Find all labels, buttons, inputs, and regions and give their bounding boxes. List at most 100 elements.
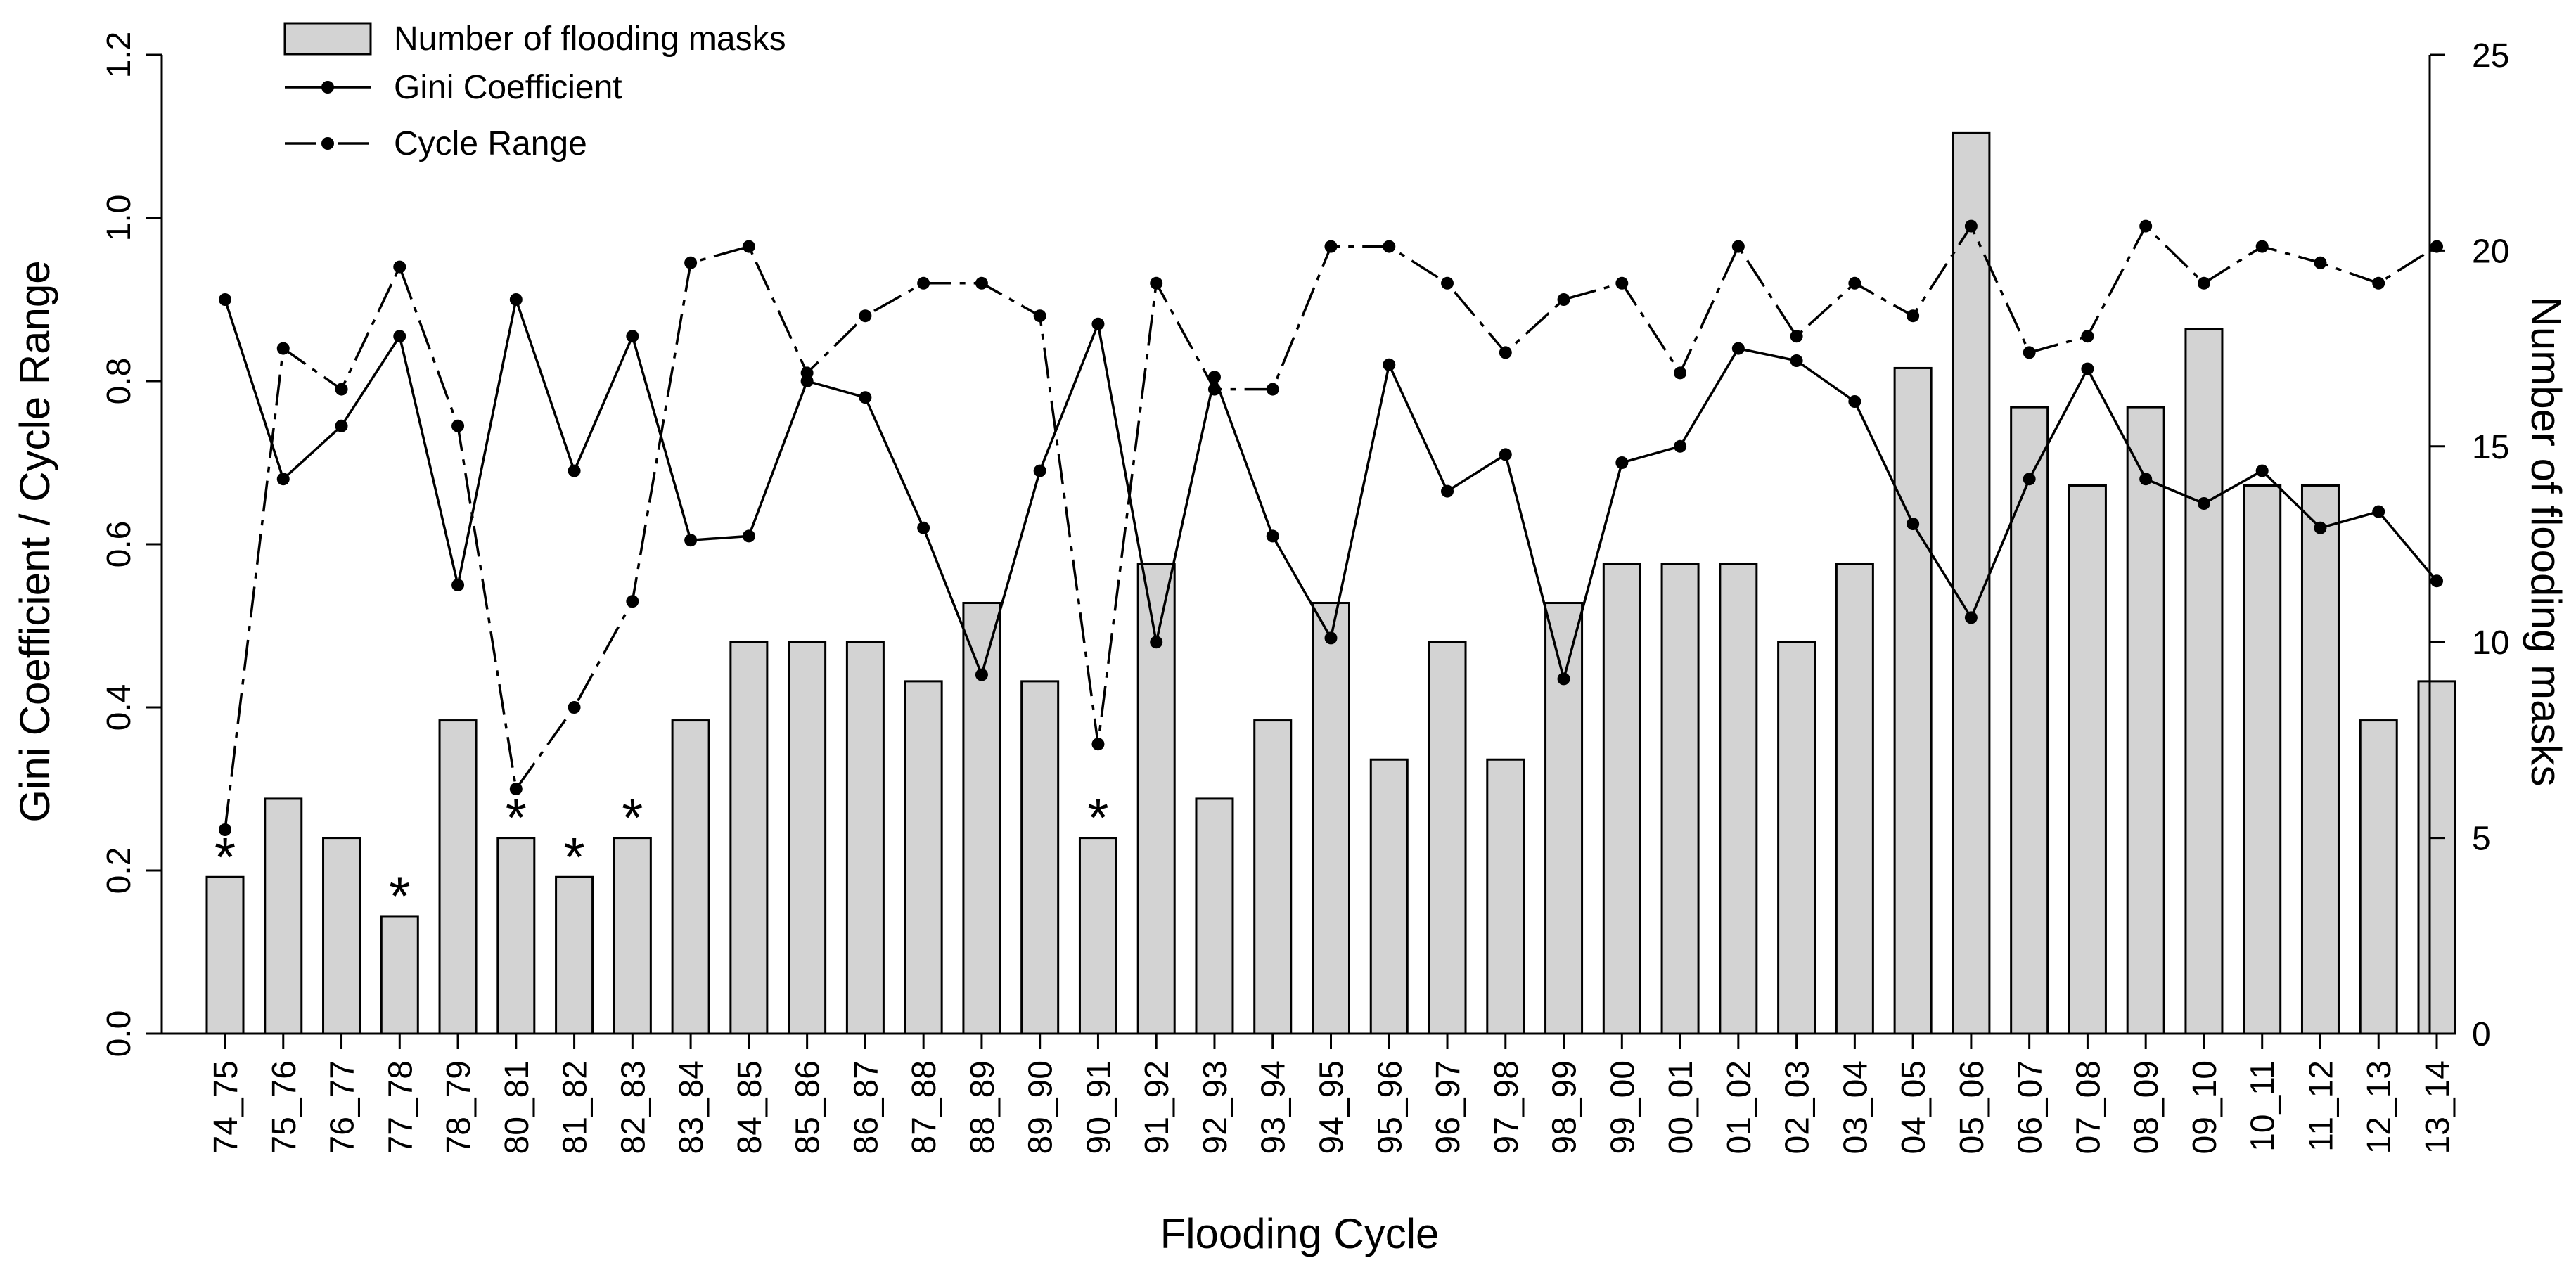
point-cycle-range-11_12 bbox=[2314, 256, 2327, 269]
point-gini-77_78 bbox=[393, 330, 406, 343]
x-tick-label-04_05: 04_05 bbox=[1895, 1060, 1933, 1154]
point-cycle-range-91_92 bbox=[1150, 276, 1163, 290]
point-gini-93_94 bbox=[1266, 529, 1279, 543]
bar-86_87 bbox=[845, 641, 885, 1035]
bar-76_77 bbox=[322, 837, 361, 1035]
x-tick-label-75_76: 75_76 bbox=[266, 1060, 303, 1154]
point-cycle-range-05_06 bbox=[1964, 219, 1978, 233]
bar-06_07 bbox=[2010, 406, 2049, 1035]
x-tick-label-85_86: 85_86 bbox=[790, 1060, 827, 1154]
x-tick-label-74_75: 74_75 bbox=[207, 1060, 245, 1154]
point-gini-01_02 bbox=[1731, 342, 1745, 355]
point-cycle-range-92_93 bbox=[1207, 383, 1221, 396]
x-tick-label-87_88: 87_88 bbox=[906, 1060, 943, 1154]
point-cycle-range-01_02 bbox=[1731, 240, 1745, 253]
bar-90_91 bbox=[1078, 837, 1117, 1035]
bar-02_03 bbox=[1777, 641, 1816, 1035]
point-cycle-range-93_94 bbox=[1266, 383, 1279, 396]
point-cycle-range-10_11 bbox=[2255, 240, 2269, 253]
point-gini-10_11 bbox=[2255, 464, 2269, 477]
point-cycle-range-08_09 bbox=[2139, 219, 2153, 233]
bar-80_81 bbox=[496, 837, 536, 1035]
bar-88_89 bbox=[962, 602, 1001, 1035]
bar-92_93 bbox=[1195, 797, 1234, 1035]
bar-07_08 bbox=[2068, 484, 2107, 1035]
point-cycle-range-82_83 bbox=[626, 595, 639, 608]
x-tick-label-99_00: 99_00 bbox=[1604, 1060, 1641, 1154]
point-gini-90_91 bbox=[1091, 317, 1105, 330]
point-gini-92_93 bbox=[1207, 371, 1221, 384]
point-cycle-range-04_05 bbox=[1907, 309, 1920, 323]
right-tick-label: 15 bbox=[2472, 429, 2509, 466]
legend-label-range: Cycle Range bbox=[394, 125, 587, 162]
point-gini-13_14 bbox=[2430, 574, 2443, 588]
x-tick-label-95_96: 95_96 bbox=[1371, 1060, 1409, 1154]
bar-78_79 bbox=[438, 719, 478, 1035]
point-gini-00_01 bbox=[1674, 439, 1687, 453]
point-gini-76_77 bbox=[335, 419, 348, 432]
point-cycle-range-98_99 bbox=[1557, 293, 1570, 306]
point-gini-06_07 bbox=[2023, 473, 2036, 486]
point-gini-83_84 bbox=[684, 534, 698, 547]
bar-91_92 bbox=[1136, 563, 1176, 1035]
bar-00_01 bbox=[1660, 563, 1700, 1035]
bar-95_96 bbox=[1369, 758, 1409, 1035]
point-gini-03_04 bbox=[1848, 395, 1861, 408]
point-gini-08_09 bbox=[2139, 473, 2153, 486]
x-tick-label-10_11: 10_11 bbox=[2245, 1060, 2282, 1152]
right-tick-label: 10 bbox=[2472, 624, 2509, 662]
x-tick-label-96_97: 96_97 bbox=[1430, 1060, 1467, 1154]
point-gini-96_97 bbox=[1441, 484, 1454, 498]
point-cycle-range-75_76 bbox=[276, 342, 290, 355]
x-tick-label-84_85: 84_85 bbox=[731, 1060, 769, 1154]
point-gini-95_96 bbox=[1383, 358, 1396, 371]
bar-81_82 bbox=[555, 875, 594, 1035]
annotation-80_81: * bbox=[506, 787, 527, 849]
left-tick-label: 1.0 bbox=[101, 195, 138, 242]
point-cycle-range-09_10 bbox=[2197, 276, 2210, 290]
right-tick-label: 5 bbox=[2472, 821, 2491, 858]
point-cycle-range-76_77 bbox=[335, 383, 348, 396]
left-y-ticks: 0.0 0.2 0.4 0.6 0.8 1.0 1.2 bbox=[101, 32, 162, 1057]
bar-94_95 bbox=[1312, 602, 1350, 1035]
point-cycle-range-86_87 bbox=[859, 309, 872, 323]
bar-11_12 bbox=[2300, 484, 2340, 1035]
x-tick-label-78_79: 78_79 bbox=[440, 1060, 478, 1154]
legend-marker-range bbox=[321, 137, 334, 150]
bar-83_84 bbox=[671, 719, 710, 1035]
point-cycle-range-74_75 bbox=[219, 823, 231, 836]
bar-08_09 bbox=[2126, 406, 2165, 1035]
left-tick-label: 0.2 bbox=[101, 847, 138, 894]
x-tick-label-83_84: 83_84 bbox=[673, 1060, 710, 1154]
point-cycle-range-00_01 bbox=[1674, 366, 1687, 380]
bar-03_04 bbox=[1835, 563, 1874, 1035]
point-gini-07_08 bbox=[2081, 362, 2094, 375]
x-tick-label-89_90: 89_90 bbox=[1023, 1060, 1060, 1154]
left-tick-label: 1.2 bbox=[101, 32, 138, 79]
x-tick-label-07_08: 07_08 bbox=[2070, 1060, 2107, 1154]
x-tick-label-11_12: 11_12 bbox=[2302, 1060, 2340, 1152]
bar-84_85 bbox=[729, 641, 769, 1035]
point-cycle-range-13_14 bbox=[2430, 240, 2443, 253]
point-cycle-range-06_07 bbox=[2023, 346, 2036, 359]
bar-85_86 bbox=[788, 641, 827, 1035]
significance-annotations: * * * * * * bbox=[214, 787, 1109, 927]
bar-93_94 bbox=[1253, 719, 1293, 1035]
left-tick-label: 0.8 bbox=[101, 358, 138, 405]
x-tick-label-93_94: 93_94 bbox=[1255, 1060, 1293, 1154]
x-tick-label-09_10: 09_10 bbox=[2186, 1060, 2224, 1154]
right-tick-label: 25 bbox=[2472, 37, 2509, 75]
point-cycle-range-90_91 bbox=[1091, 738, 1105, 751]
point-cycle-range-84_85 bbox=[742, 240, 755, 253]
bar-10_11 bbox=[2243, 484, 2282, 1035]
x-tick-label-82_83: 82_83 bbox=[615, 1060, 652, 1154]
point-gini-82_83 bbox=[626, 330, 639, 343]
bar-75_76 bbox=[264, 797, 303, 1035]
x-tick-label-97_98: 97_98 bbox=[1488, 1060, 1525, 1154]
annotation-74_75: * bbox=[214, 825, 236, 887]
point-gini-12_13 bbox=[2372, 505, 2385, 518]
point-gini-94_95 bbox=[1324, 631, 1338, 645]
left-tick-label: 0.6 bbox=[101, 521, 138, 568]
x-tick-label-13_14: 13_14 bbox=[2419, 1060, 2456, 1154]
point-gini-87_88 bbox=[917, 521, 930, 534]
